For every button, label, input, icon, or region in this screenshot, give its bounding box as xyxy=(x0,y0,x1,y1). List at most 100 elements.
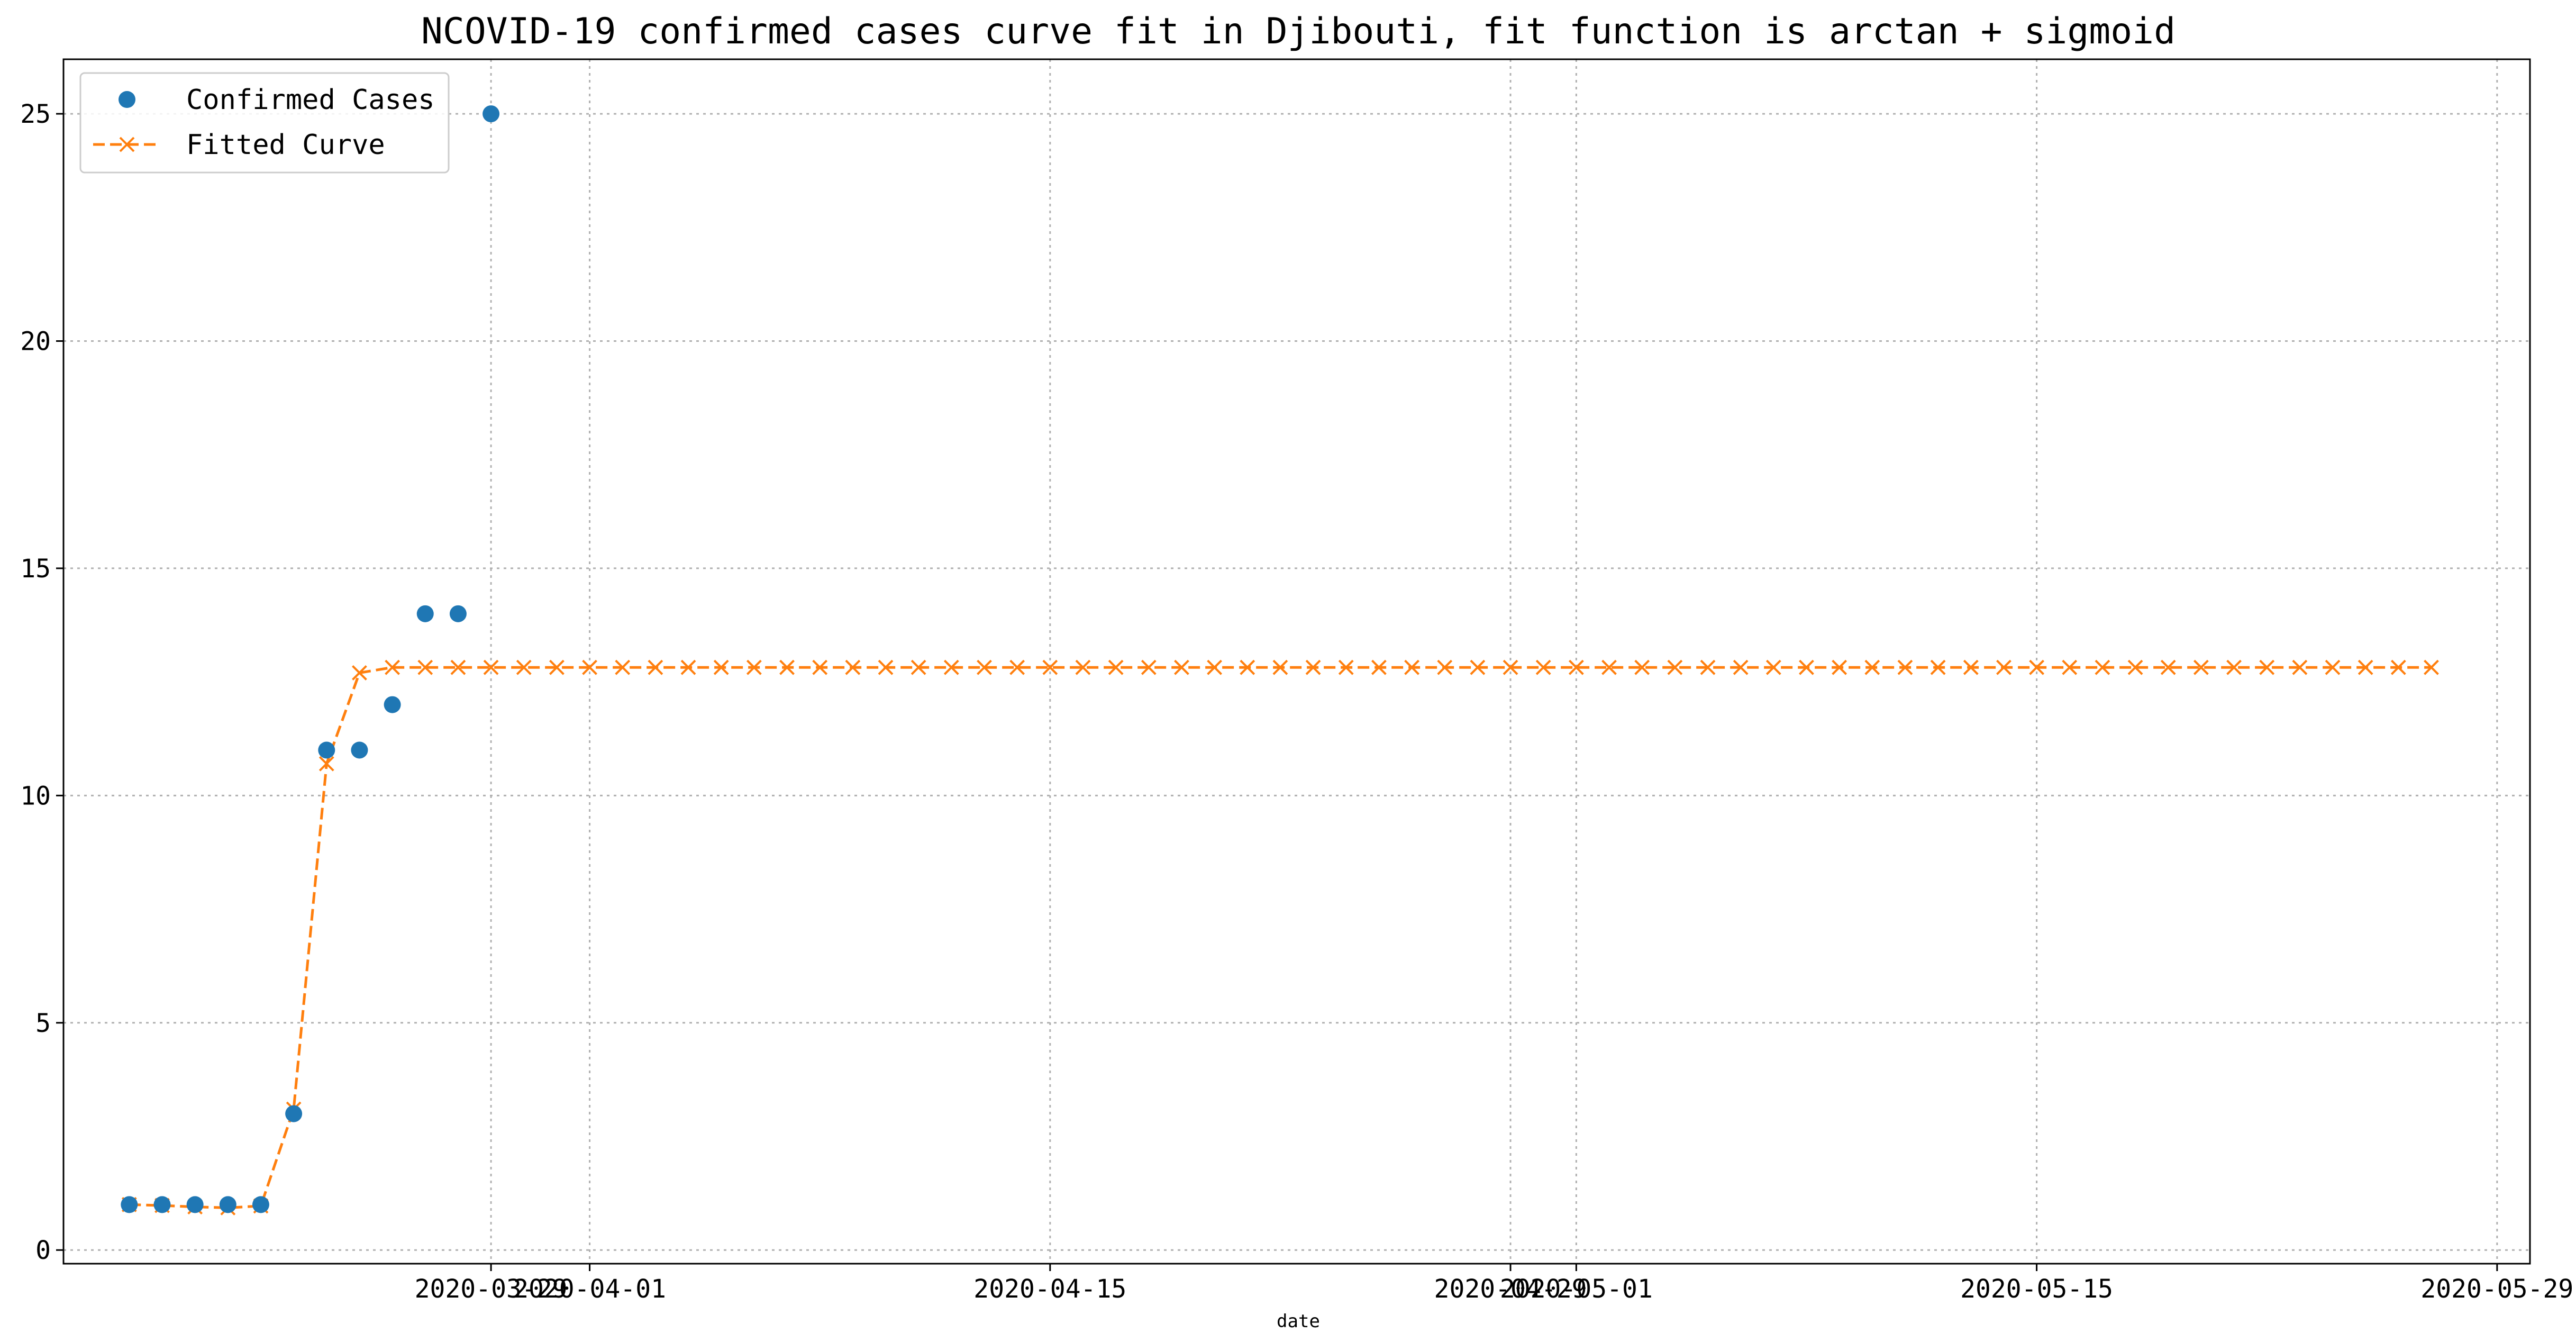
fitted-curve-point xyxy=(2062,659,2078,675)
legend-fitted-label: Fitted Curve xyxy=(186,129,385,161)
y-tick-label: 20 xyxy=(20,327,51,356)
fitted-curve-point xyxy=(2325,659,2341,675)
fitted-curve-point xyxy=(648,659,663,675)
plot-area-frame xyxy=(62,58,2531,1265)
fitted-curve-point xyxy=(746,659,762,675)
confirmed-cases-point xyxy=(285,1105,303,1122)
confirmed-cases-point xyxy=(219,1196,236,1213)
fitted-curve-point xyxy=(2424,659,2439,675)
y-axis-ticks: 0 5 10 15 20 25 xyxy=(20,99,63,1265)
x-tick-label: 2020-04-01 xyxy=(513,1274,666,1304)
confirmed-cases-point xyxy=(121,1196,138,1213)
fitted-curve-point xyxy=(318,756,334,772)
fitted-curve-point xyxy=(2390,659,2406,675)
fitted-curve-point xyxy=(1338,659,1354,675)
y-tick-label: 15 xyxy=(20,554,51,584)
fitted-curve-point xyxy=(1042,659,1058,675)
confirmed-cases-point xyxy=(351,741,368,759)
fitted-curve-point xyxy=(549,659,565,675)
fitted-curve-point xyxy=(516,659,532,675)
fitted-curve-point xyxy=(615,659,631,675)
fitted-curve-point xyxy=(2029,659,2045,675)
confirmed-cases-point xyxy=(318,741,335,759)
y-tick-label: 10 xyxy=(20,781,51,811)
fitted-curve-point xyxy=(582,659,597,675)
fitted-curve-point xyxy=(2193,659,2209,675)
fitted-curve-point xyxy=(352,665,367,681)
fitted-curve-point xyxy=(1568,659,1584,675)
chart-title: NCOVID-19 confirmed cases curve fit in D… xyxy=(421,11,2176,52)
legend: Confirmed Cases Fitted Curve xyxy=(79,72,450,174)
fitted-curve-point xyxy=(812,659,828,675)
fitted-curve-point xyxy=(1009,659,1025,675)
confirmed-cases-point xyxy=(186,1196,204,1213)
fitted-curve-point xyxy=(1634,659,1650,675)
grid-lines xyxy=(63,59,2530,1264)
fitted-curve-point xyxy=(1240,659,1255,675)
fitted-curve-point xyxy=(1141,659,1157,675)
fitted-curve-point xyxy=(1108,659,1124,675)
fitted-curve-point xyxy=(1601,659,1617,675)
legend-confirmed-marker xyxy=(119,91,135,108)
y-tick-label: 25 xyxy=(20,99,51,129)
fitted-curve-point xyxy=(1864,659,1880,675)
fitted-curve-point xyxy=(1174,659,1189,675)
fitted-curve-point xyxy=(2127,659,2143,675)
fitted-curve-point xyxy=(1897,659,1913,675)
x-tick-label: 2020-05-29 xyxy=(2420,1274,2573,1304)
fitted-curve-point xyxy=(713,659,729,675)
y-tick-label: 0 xyxy=(35,1236,51,1265)
fitted-curve-point xyxy=(1272,659,1288,675)
fitted-curve-point xyxy=(943,659,959,675)
fitted-curve-point xyxy=(1799,659,1814,675)
fitted-curve-point xyxy=(878,659,894,675)
fitted-curve-point xyxy=(845,659,861,675)
confirmed-cases-point xyxy=(449,605,467,622)
confirmed-cases-point xyxy=(384,696,401,713)
fitted-curve-point xyxy=(2357,659,2373,675)
fitted-curve-point xyxy=(977,659,992,675)
fitted-curve-point xyxy=(2160,659,2176,675)
fitted-curve-point xyxy=(1503,659,1518,675)
x-tick-label: 2020-03-29 xyxy=(415,1274,568,1304)
fitted-curve-point xyxy=(1733,659,1749,675)
fitted-curve-point xyxy=(1305,659,1321,675)
fitted-curve-point xyxy=(417,659,433,675)
fitted-curve-point xyxy=(680,659,696,675)
fitted-curve-point xyxy=(1667,659,1683,675)
fitted-curve-point xyxy=(1535,659,1551,675)
x-tick-label: 2020-04-15 xyxy=(973,1274,1126,1304)
fitted-curve-point xyxy=(2259,659,2275,675)
x-tick-label: 2020-04-29 xyxy=(1434,1274,1587,1304)
y-tick-label: 5 xyxy=(35,1009,51,1038)
fitted-curve-point xyxy=(2226,659,2242,675)
fitted-curve-point xyxy=(1371,659,1387,675)
fitted-curve-line xyxy=(129,666,2432,1209)
fitted-curve-point xyxy=(2292,659,2308,675)
legend-fitted-marker xyxy=(119,137,135,152)
fitted-curve-point xyxy=(1765,659,1781,675)
fitted-curve-point xyxy=(1930,659,1946,675)
x-axis-label: date xyxy=(1277,1311,1320,1332)
x-tick-label: 2020-05-01 xyxy=(1500,1274,1653,1304)
fitted-curve-point xyxy=(1404,659,1419,675)
fitted-curve-point xyxy=(1470,659,1486,675)
fitted-curve-series xyxy=(121,659,2439,1216)
fitted-curve-point xyxy=(1700,659,1716,675)
fitted-curve-point xyxy=(450,659,466,675)
fitted-curve-point xyxy=(911,659,926,675)
confirmed-cases-point xyxy=(483,105,500,123)
fitted-curve-point xyxy=(1963,659,1979,675)
legend-confirmed-label: Confirmed Cases xyxy=(186,84,435,116)
fitted-curve-point xyxy=(1207,659,1223,675)
fitted-curve-point xyxy=(385,659,400,675)
confirmed-cases-point xyxy=(252,1196,269,1213)
fitted-curve-point xyxy=(1832,659,1847,675)
legend-box xyxy=(79,72,450,174)
fitted-curve-point xyxy=(1437,659,1453,675)
fitted-curve-point xyxy=(483,659,499,675)
fitted-curve-point xyxy=(1075,659,1091,675)
fitted-curve-point xyxy=(779,659,795,675)
x-tick-label: 2020-05-15 xyxy=(1960,1274,2113,1304)
